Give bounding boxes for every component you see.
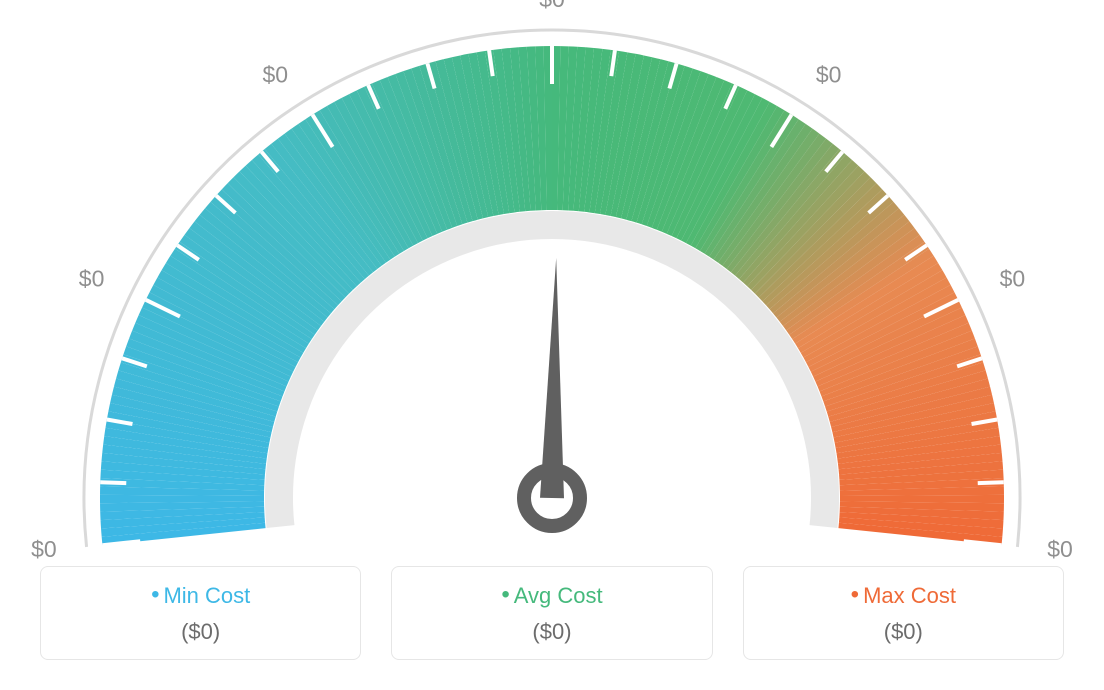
legend-title-text: Avg Cost (514, 583, 603, 609)
gauge-tick-label: $0 (1047, 536, 1073, 560)
gauge-needle (540, 258, 564, 498)
legend-title-min: • Min Cost (151, 583, 250, 609)
gauge-tick-label: $0 (263, 62, 289, 88)
legend-title-avg: • Avg Cost (501, 583, 602, 609)
gauge-tick-label: $0 (539, 0, 565, 12)
legend-card-min: • Min Cost ($0) (40, 566, 361, 660)
dot-icon: • (151, 583, 159, 607)
gauge-tick-label: $0 (1000, 266, 1026, 292)
legend-value-max: ($0) (754, 619, 1053, 645)
legend-row: • Min Cost ($0) • Avg Cost ($0) • Max Co… (0, 566, 1104, 660)
dot-icon: • (851, 583, 859, 607)
legend-value-min: ($0) (51, 619, 350, 645)
gauge-svg: $0 $0 $0 $0 $0 $0 $0 (0, 0, 1104, 560)
gauge-tick-label: $0 (79, 266, 105, 292)
legend-title-text: Min Cost (163, 583, 250, 609)
legend-card-max: • Max Cost ($0) (743, 566, 1064, 660)
gauge-chart: $0 $0 $0 $0 $0 $0 $0 (0, 0, 1104, 560)
legend-value-avg: ($0) (402, 619, 701, 645)
gauge-tick-label: $0 (31, 536, 57, 560)
legend-title-max: • Max Cost (851, 583, 956, 609)
legend-card-avg: • Avg Cost ($0) (391, 566, 712, 660)
gauge-tick-label: $0 (816, 62, 842, 88)
dot-icon: • (501, 583, 509, 607)
legend-title-text: Max Cost (863, 583, 956, 609)
